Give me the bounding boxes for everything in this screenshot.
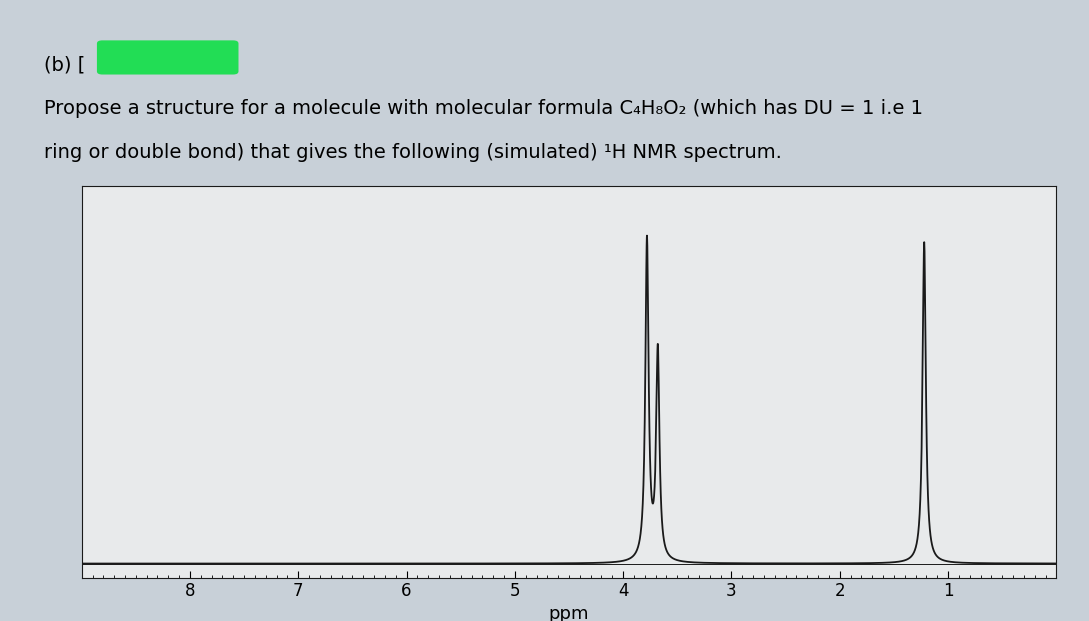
- Text: ring or double bond) that gives the following (simulated) ¹H NMR spectrum.: ring or double bond) that gives the foll…: [44, 143, 782, 162]
- X-axis label: ppm: ppm: [549, 605, 589, 621]
- Text: Propose a structure for a molecule with molecular formula C₄H₈O₂ (which has DU =: Propose a structure for a molecule with …: [44, 99, 922, 119]
- Text: (b) [: (b) [: [44, 56, 85, 75]
- FancyBboxPatch shape: [97, 40, 238, 75]
